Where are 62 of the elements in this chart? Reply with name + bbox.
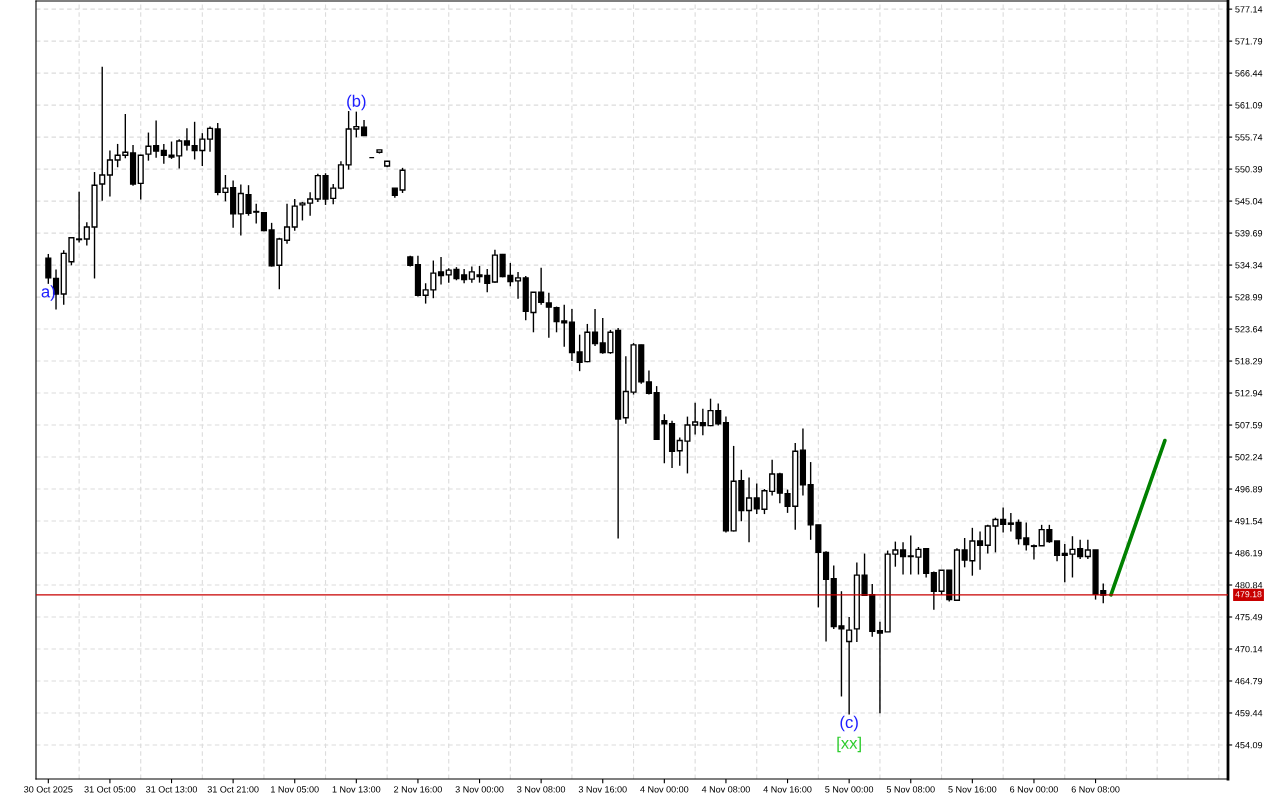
- x-tick-label: 31 Oct 05:00: [84, 786, 136, 793]
- y-tick-label: 480.84: [1235, 581, 1263, 589]
- y-tick-label: 512.94: [1235, 390, 1263, 397]
- y-tick-label: 566.44: [1235, 70, 1263, 77]
- candlestick: [976, 530, 984, 571]
- x-tick-label: 6 Nov 08:00: [1071, 786, 1120, 793]
- x-tick-label: 5 Nov 00:00: [825, 786, 874, 793]
- annotation: (b): [347, 94, 366, 111]
- annotation: (c): [840, 715, 858, 732]
- candlestick: [591, 308, 599, 347]
- x-tick-label: 3 Nov 08:00: [517, 786, 566, 793]
- y-tick-label: 518.29: [1235, 358, 1263, 365]
- x-tick-label: 31 Oct 13:00: [146, 786, 198, 793]
- y-tick-label: 545.04: [1235, 198, 1263, 205]
- annotation: a): [41, 285, 55, 301]
- y-tick-label: 454.09: [1235, 741, 1263, 749]
- x-tick-label: 4 Nov 08:00: [701, 786, 750, 793]
- x-tick-label: 4 Nov 16:00: [763, 786, 812, 793]
- candlestick: [899, 541, 907, 576]
- y-tick-label: 475.49: [1235, 613, 1263, 621]
- y-tick-label: 561.09: [1235, 102, 1263, 109]
- x-tick-label: 3 Nov 16:00: [578, 786, 627, 793]
- y-tick-label: 502.24: [1235, 454, 1263, 461]
- candlestick: [206, 125, 214, 153]
- x-tick-label: 1 Nov 05:00: [271, 786, 319, 793]
- y-tick-label: 491.54: [1235, 517, 1263, 525]
- x-tick-label: 30 Oct 2025: [24, 786, 73, 793]
- candlestick: [437, 256, 445, 286]
- candlestick: [876, 621, 884, 714]
- candlestick: [1053, 540, 1061, 563]
- y-tick-label: 555.74: [1235, 134, 1263, 141]
- y-tick-label: 550.39: [1235, 166, 1263, 173]
- x-tick-label: 1 Nov 13:00: [332, 786, 381, 793]
- candlestick: [183, 127, 191, 152]
- y-tick-label: 486.19: [1235, 549, 1263, 557]
- y-tick-label: 571.79: [1235, 38, 1263, 45]
- y-tick-label: 539.69: [1235, 230, 1263, 237]
- x-tick-label: 5 Nov 08:00: [886, 786, 935, 793]
- candlestick: [106, 149, 114, 198]
- x-tick-label: 4 Nov 00:00: [640, 786, 689, 793]
- y-tick-label: 459.44: [1235, 709, 1263, 717]
- y-tick-label: 464.79: [1235, 677, 1263, 685]
- y-tick-label: 534.34: [1235, 262, 1263, 269]
- x-tick-label: 3 Nov 00:00: [455, 786, 504, 793]
- ref-line-label: 479.18: [1235, 591, 1262, 598]
- candlestick: [337, 160, 345, 191]
- y-tick-label: 507.59: [1235, 422, 1263, 429]
- x-tick-label: 2 Nov 16:00: [394, 786, 442, 793]
- candlestick: [283, 203, 291, 245]
- x-tick-label: 31 Oct 21:00: [207, 786, 259, 793]
- candlestick: [1030, 543, 1038, 561]
- y-tick-label: 470.14: [1235, 645, 1263, 653]
- y-tick-label: 523.64: [1235, 326, 1263, 333]
- candlestick: [45, 253, 52, 285]
- y-tick-label: 496.89: [1235, 486, 1263, 493]
- x-tick-label: 6 Nov 00:00: [1010, 786, 1058, 793]
- x-tick-label: 5 Nov 16:00: [948, 786, 997, 793]
- candlestick: [514, 271, 522, 300]
- candlestick: [745, 476, 753, 543]
- y-tick-label: 528.99: [1235, 294, 1263, 301]
- annotation: [xx]: [837, 736, 861, 753]
- y-tick-label: 577.14: [1235, 6, 1263, 13]
